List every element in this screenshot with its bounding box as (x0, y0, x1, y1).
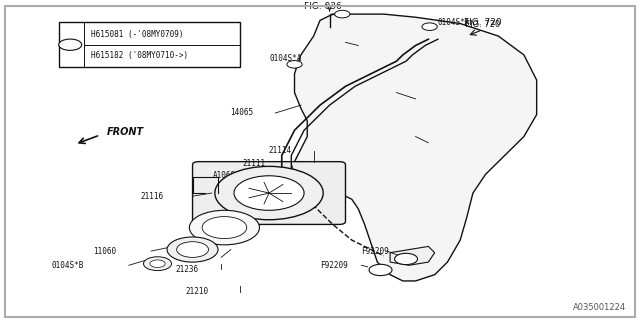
Circle shape (177, 242, 209, 257)
Circle shape (369, 264, 392, 276)
Text: A10693: A10693 (212, 171, 241, 180)
Text: 21236: 21236 (176, 265, 199, 274)
Circle shape (394, 253, 417, 265)
Circle shape (287, 60, 302, 68)
Text: 21111: 21111 (243, 159, 266, 168)
Text: 21114: 21114 (268, 146, 291, 155)
Polygon shape (390, 246, 435, 265)
Text: FIG. 720: FIG. 720 (463, 18, 501, 27)
Text: 21210: 21210 (186, 287, 209, 296)
FancyBboxPatch shape (59, 22, 241, 68)
Circle shape (422, 23, 437, 30)
Polygon shape (294, 14, 537, 281)
Text: H615081 (-'08MY0709): H615081 (-'08MY0709) (91, 30, 183, 39)
Text: F92209: F92209 (320, 261, 348, 270)
Circle shape (59, 39, 82, 50)
Circle shape (167, 237, 218, 262)
Text: 0104S*A: 0104S*A (438, 18, 470, 27)
Text: 1: 1 (68, 42, 73, 48)
Circle shape (143, 257, 172, 271)
Circle shape (150, 260, 165, 268)
Circle shape (189, 210, 259, 245)
Text: 21116: 21116 (141, 192, 164, 201)
Text: FIG. 036: FIG. 036 (304, 3, 342, 12)
Text: 21200: 21200 (176, 253, 199, 262)
FancyBboxPatch shape (193, 162, 346, 224)
Text: 1: 1 (378, 267, 383, 273)
Circle shape (215, 166, 323, 220)
Text: 0104S*B: 0104S*B (52, 261, 84, 270)
Circle shape (335, 10, 350, 18)
Text: F92209: F92209 (362, 247, 389, 256)
Text: 1: 1 (404, 256, 408, 262)
Text: 14065: 14065 (230, 108, 253, 117)
Text: H615182 ('08MY0710->): H615182 ('08MY0710->) (91, 51, 188, 60)
Text: FRONT: FRONT (106, 127, 143, 137)
Circle shape (202, 217, 246, 239)
Circle shape (234, 176, 304, 210)
Text: 0104S*A: 0104S*A (269, 54, 301, 63)
Text: 11060: 11060 (93, 247, 116, 256)
Text: A035001224: A035001224 (573, 303, 626, 312)
Text: FIG. 720: FIG. 720 (460, 20, 500, 29)
